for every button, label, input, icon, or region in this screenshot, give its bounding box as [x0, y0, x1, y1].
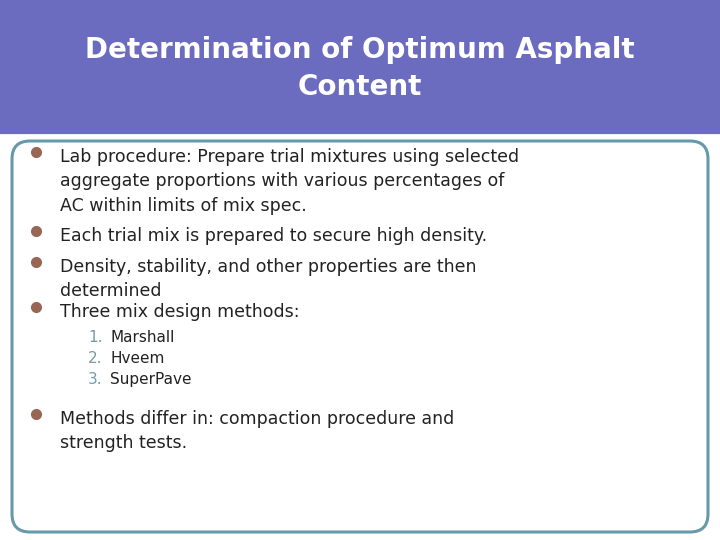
FancyBboxPatch shape: [12, 141, 708, 532]
Text: Hveem: Hveem: [110, 351, 164, 366]
Text: 1.: 1.: [88, 330, 102, 345]
Text: Each trial mix is prepared to secure high density.: Each trial mix is prepared to secure hig…: [60, 227, 487, 245]
Text: Determination of Optimum Asphalt: Determination of Optimum Asphalt: [85, 36, 635, 64]
Text: SuperPave: SuperPave: [110, 372, 192, 387]
Text: 2.: 2.: [88, 351, 102, 366]
Text: Content: Content: [298, 73, 422, 101]
Text: Lab procedure: Prepare trial mixtures using selected
aggregate proportions with : Lab procedure: Prepare trial mixtures us…: [60, 148, 519, 214]
Bar: [0, 0, 720, 135]
Text: 3.: 3.: [88, 372, 103, 387]
Text: Methods differ in: compaction procedure and
strength tests.: Methods differ in: compaction procedure …: [60, 410, 454, 453]
Text: Marshall: Marshall: [110, 330, 174, 345]
Text: Three mix design methods:: Three mix design methods:: [60, 303, 300, 321]
Text: Density, stability, and other properties are then
determined: Density, stability, and other properties…: [60, 258, 477, 300]
